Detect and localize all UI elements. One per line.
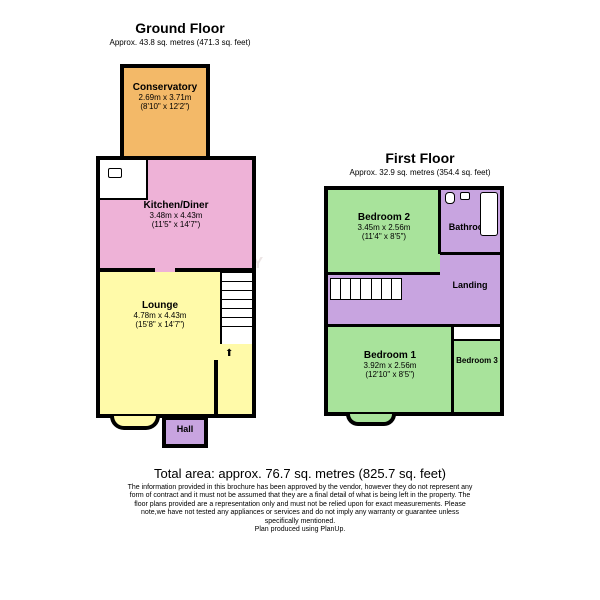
disclaimer: The information provided in this brochur… [0, 484, 600, 534]
bathtub-icon [480, 192, 498, 236]
bedroom3-name: Bedroom 3 [456, 356, 498, 365]
lounge-name: Lounge [142, 300, 178, 311]
hall-wall-left [214, 360, 218, 418]
first-floor-area: Approx. 32.9 sq. metres (354.4 sq. feet) [330, 168, 510, 177]
disclaimer-producer: Plan produced using PlanUp. [0, 526, 600, 534]
conservatory-dim-m: 2.69m x 3.71m [139, 93, 192, 102]
hall-name: Hall [177, 424, 194, 434]
bedroom2-label: Bedroom 2 3.45m x 2.56m (11'4" x 8'5") [328, 212, 440, 241]
conservatory-label: Conservatory 2.69m x 3.71m (8'10" x 12'2… [120, 82, 210, 111]
lounge-dim-m: 4.78m x 4.43m [134, 311, 187, 320]
disclaimer-line2: form of contract and it must not be assu… [0, 492, 600, 500]
sink-icon [108, 168, 122, 178]
hall-label: Hall [162, 424, 208, 434]
stairs-first-floor [330, 278, 402, 300]
bedroom1-dim-m: 3.92m x 2.56m [364, 361, 417, 370]
bathroom-wall-left [438, 190, 441, 254]
kitchen-counter [100, 160, 148, 200]
kitchen-dim-ft: (11'5" x 14'7") [152, 220, 201, 229]
lounge-label: Lounge 4.78m x 4.43m (15'8" x 14'7") [100, 300, 220, 329]
conservatory-name: Conservatory [133, 82, 197, 93]
ground-floor-title: Ground Floor [100, 20, 260, 36]
stair-arrow-icon: ⬆ [225, 348, 233, 359]
disclaimer-line5: specifically mentioned. [0, 518, 600, 526]
stairs-block [220, 272, 252, 344]
bedroom1-label: Bedroom 1 3.92m x 2.56m (12'10" x 8'5") [328, 350, 452, 379]
disclaimer-line1: The information provided in this brochur… [0, 484, 600, 492]
first-floor-title: First Floor [350, 150, 490, 166]
disclaimer-line3: floor plans provided are a representatio… [0, 501, 600, 509]
kitchen-name: Kitchen/Diner [143, 200, 208, 211]
toilet-icon [445, 192, 455, 204]
lounge-dim-ft: (15'8" x 14'7") [135, 320, 184, 329]
bedroom2-name: Bedroom 2 [358, 212, 410, 223]
bed2-wall-bottom [328, 272, 440, 275]
bay-window [110, 416, 160, 430]
bedroom1-name: Bedroom 1 [364, 350, 416, 361]
closet-bed3 [454, 327, 500, 341]
kitchen-label: Kitchen/Diner 3.48m x 4.43m (11'5" x 14'… [100, 200, 252, 229]
bedroom3-label: Bedroom 3 [454, 356, 500, 365]
conservatory-dim-ft: (8'10" x 12'2") [140, 102, 189, 111]
landing-name: Landing [453, 280, 488, 290]
kitchen-dim-m: 3.48m x 4.43m [150, 211, 203, 220]
landing-label: Landing [440, 280, 500, 290]
bay-window-first [346, 414, 396, 426]
landing-upper [440, 255, 500, 275]
bedroom1-dim-ft: (12'10" x 8'5") [365, 370, 414, 379]
bedroom2-dim-ft: (11'4" x 8'5") [362, 232, 406, 241]
total-area: Total area: approx. 76.7 sq. metres (825… [0, 466, 600, 481]
basin-icon [460, 192, 470, 200]
disclaimer-line4: note,we have not tested any appliances o… [0, 509, 600, 517]
bedroom2-dim-m: 3.45m x 2.56m [358, 223, 411, 232]
ground-floor-area: Approx. 43.8 sq. metres (471.3 sq. feet) [100, 38, 260, 47]
